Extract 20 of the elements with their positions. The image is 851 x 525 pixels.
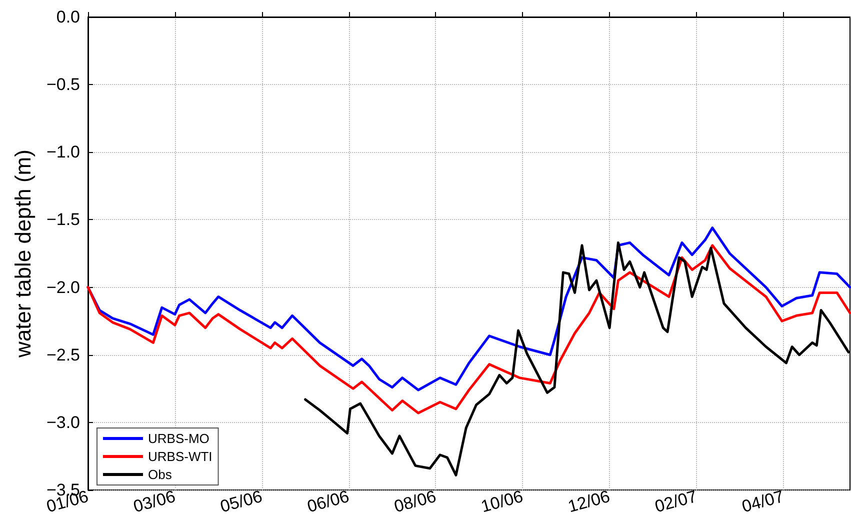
y-tick-label: 0.0 — [56, 8, 80, 26]
legend-label: URBS-WTI — [148, 449, 212, 464]
y-axis-title: water table depth (m) — [10, 150, 36, 358]
y-tick-label: −1.5 — [46, 210, 80, 230]
x-tick-label: 10/06 — [479, 486, 526, 516]
y-tick-label: −0.5 — [46, 75, 80, 94]
x-tick-label: 02/07 — [652, 486, 699, 516]
y-tick-label: −3.0 — [46, 412, 80, 432]
y-tick-label: −2.0 — [46, 278, 80, 297]
x-tick-label: 06/06 — [305, 486, 352, 516]
x-tick-label: 04/07 — [740, 486, 786, 516]
x-tick-label: 08/06 — [392, 486, 438, 516]
line-series — [86, 244, 851, 414]
x-tick-label: 05/06 — [218, 486, 264, 516]
y-tick-label: −1.0 — [46, 142, 80, 162]
legend-label: URBS-MO — [148, 431, 210, 446]
x-tick-label: 12/06 — [566, 486, 612, 516]
legend-label: Obs — [148, 467, 172, 482]
y-tick-label: −2.5 — [46, 345, 80, 364]
x-tick-label: 03/06 — [131, 486, 178, 516]
